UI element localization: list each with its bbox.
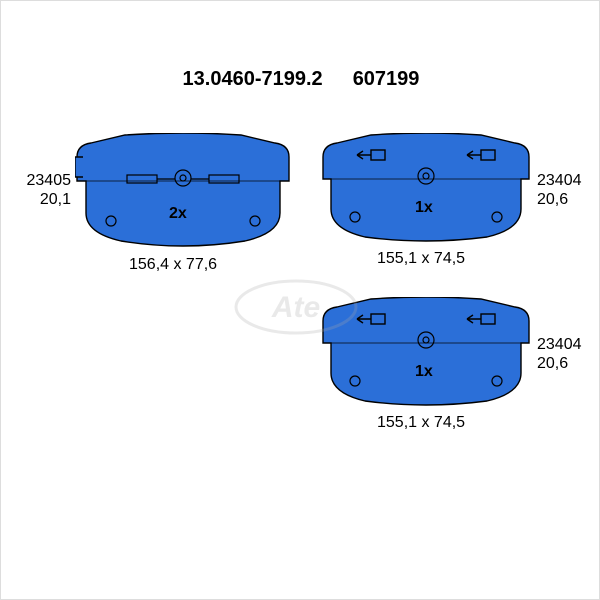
part-number-secondary: 607199 bbox=[353, 68, 420, 91]
part-number-primary: 13.0460-7199.2 bbox=[183, 68, 323, 91]
pad-right-top-qty: 1x bbox=[415, 199, 433, 217]
brake-pad-right-top bbox=[321, 133, 531, 245]
pad-left-thickness: 20,1 bbox=[23, 190, 71, 209]
pad-right-bottom-dimensions: 155,1 x 74,5 bbox=[377, 413, 465, 432]
pad-right-bottom-qty: 1x bbox=[415, 363, 433, 381]
brand-text: Ate bbox=[271, 291, 320, 324]
pad-right-bottom-code-number: 23404 bbox=[537, 335, 582, 354]
brand-watermark: Ate bbox=[231, 277, 361, 337]
pad-left-code: 23405 20,1 bbox=[23, 171, 71, 209]
pad-right-bottom-code: 23404 20,6 bbox=[537, 335, 582, 373]
pad-left-qty: 2x bbox=[169, 205, 187, 223]
pad-right-top-code: 23404 20,6 bbox=[537, 171, 582, 209]
pad-right-top-dimensions: 155,1 x 74,5 bbox=[377, 249, 465, 268]
pad-left-dimensions: 156,4 x 77,6 bbox=[129, 255, 217, 274]
diagram-canvas: 13.0460-7199.2 607199 2x 156,4 x 77,6 23… bbox=[0, 0, 600, 600]
pad-right-top-code-number: 23404 bbox=[537, 171, 582, 190]
header-part-numbers: 13.0460-7199.2 607199 bbox=[71, 65, 531, 93]
pad-right-bottom-thickness: 20,6 bbox=[537, 354, 582, 373]
pad-right-top-thickness: 20,6 bbox=[537, 190, 582, 209]
brake-pad-left bbox=[75, 133, 291, 251]
pad-left-code-number: 23405 bbox=[23, 171, 71, 190]
